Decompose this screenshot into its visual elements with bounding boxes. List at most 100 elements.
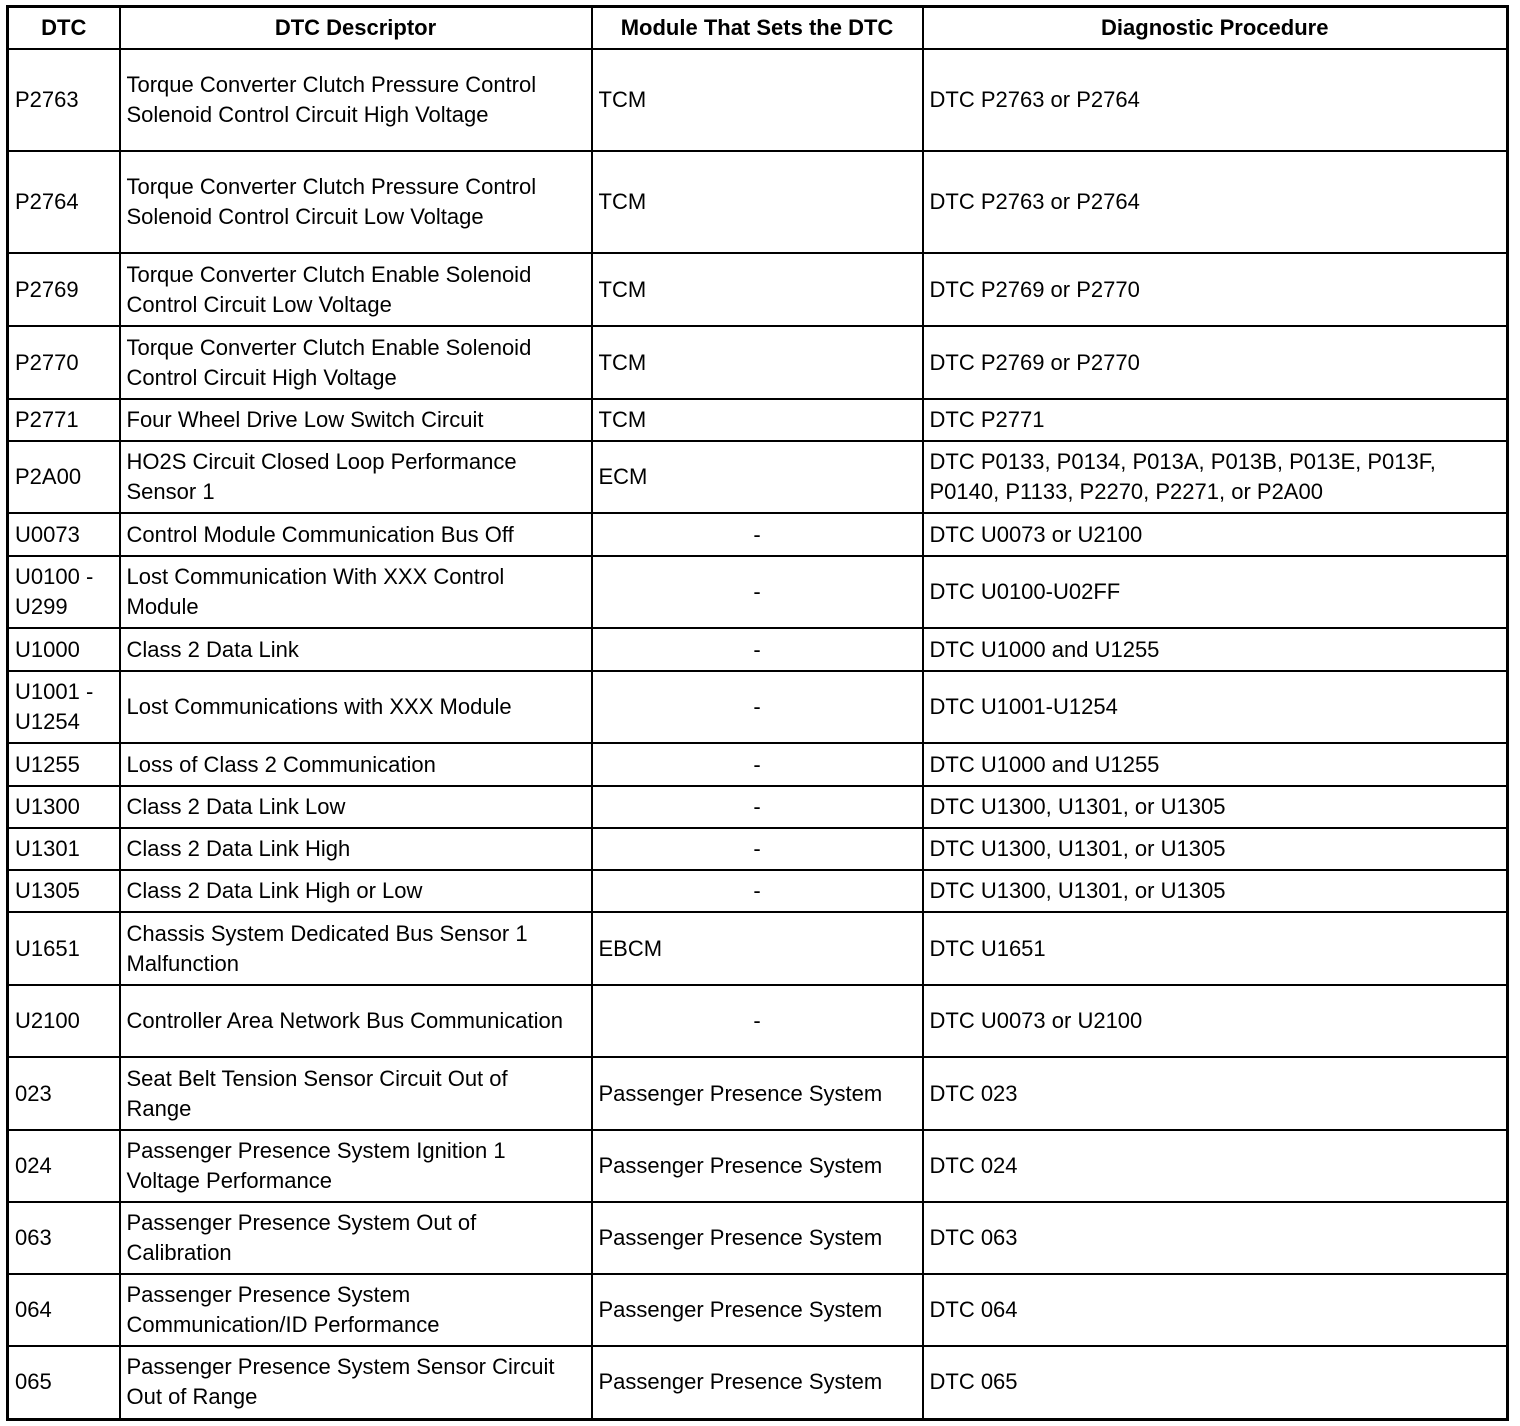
procedure-cell: DTC P2771: [921, 398, 1509, 442]
procedure-cell: DTC P2769 or P2770: [921, 252, 1509, 327]
procedure-cell: DTC P0133, P0134, P013A, P013B, P013E, P…: [921, 440, 1509, 514]
table-row: U2100 Controller Area Network Bus Communi…: [6, 984, 1509, 1058]
module-cell: -: [590, 785, 924, 829]
table-row: 064 Passenger Presence System Communicati…: [6, 1273, 1509, 1347]
dtc-cell: U2100: [6, 984, 121, 1058]
descriptor-cell: Four Wheel Drive Low Switch Circuit: [118, 398, 593, 442]
descriptor-cell: Chassis System Dedicated Bus Sensor 1 Ma…: [118, 911, 593, 986]
header-procedure: Diagnostic Procedure: [921, 5, 1509, 50]
descriptor-cell: Class 2 Data Link: [118, 627, 593, 672]
module-cell: ECM: [590, 440, 924, 514]
dtc-cell: U1651: [6, 911, 121, 986]
procedure-cell: DTC U1651: [921, 911, 1509, 986]
procedure-cell: DTC 024: [921, 1129, 1509, 1203]
procedure-cell: DTC 065: [921, 1345, 1509, 1420]
descriptor-cell: Class 2 Data Link Low: [118, 785, 593, 829]
descriptor-cell: Passenger Presence System Sensor Circuit…: [118, 1345, 593, 1420]
dtc-cell: 024: [6, 1129, 121, 1203]
module-cell: EBCM: [590, 911, 924, 986]
descriptor-cell: Passenger Presence System Ignition 1 Vol…: [118, 1129, 593, 1203]
table-row: P2769 Torque Converter Clutch Enable Sole…: [6, 252, 1509, 327]
procedure-cell: DTC U1001-U1254: [921, 670, 1509, 744]
dtc-cell: U1305: [6, 869, 121, 913]
table-header-row: DTC DTC Descriptor Module That Sets the …: [6, 5, 1509, 50]
descriptor-cell: Torque Converter Clutch Pressure Control…: [118, 48, 593, 152]
dtc-cell: P2771: [6, 398, 121, 442]
module-cell: Passenger Presence System: [590, 1129, 924, 1203]
table-row: 023 Seat Belt Tension Sensor Circuit Out …: [6, 1056, 1509, 1131]
descriptor-cell: Torque Converter Clutch Enable Solenoid …: [118, 325, 593, 400]
descriptor-cell: HO2S Circuit Closed Loop Performance Sen…: [118, 440, 593, 514]
module-cell: TCM: [590, 325, 924, 400]
module-cell: -: [590, 555, 924, 629]
module-cell: Passenger Presence System: [590, 1056, 924, 1131]
module-cell: TCM: [590, 398, 924, 442]
dtc-cell: P2769: [6, 252, 121, 327]
dtc-cell: P2763: [6, 48, 121, 152]
descriptor-cell: Passenger Presence System Communication/…: [118, 1273, 593, 1347]
table-row: P2771 Four Wheel Drive Low Switch Circuit…: [6, 398, 1509, 442]
table-row: U0100 - U299 Lost Communication With XXX …: [6, 555, 1509, 629]
module-cell: TCM: [590, 252, 924, 327]
module-cell: -: [590, 627, 924, 672]
descriptor-cell: Control Module Communication Bus Off: [118, 512, 593, 557]
dtc-cell: U1000: [6, 627, 121, 672]
procedure-cell: DTC P2763 or P2764: [921, 150, 1509, 254]
dtc-cell: U0100 - U299: [6, 555, 121, 629]
procedure-cell: DTC P2763 or P2764: [921, 48, 1509, 152]
table-row: U1301 Class 2 Data Link High - DTC U1300, U…: [6, 827, 1509, 871]
procedure-cell: DTC U1300, U1301, or U1305: [921, 869, 1509, 913]
table-row: 065 Passenger Presence System Sensor Circ…: [6, 1345, 1509, 1420]
dtc-cell: 064: [6, 1273, 121, 1347]
descriptor-cell: Lost Communication With XXX Control Modu…: [118, 555, 593, 629]
dtc-cell: P2A00: [6, 440, 121, 514]
dtc-cell: U1001 - U1254: [6, 670, 121, 744]
table-row: U1255 Loss of Class 2 Communication - DTC U…: [6, 742, 1509, 787]
descriptor-cell: Seat Belt Tension Sensor Circuit Out of …: [118, 1056, 593, 1131]
table-row: U1651 Chassis System Dedicated Bus Sensor…: [6, 911, 1509, 986]
table-row: 063 Passenger Presence System Out of Cali…: [6, 1201, 1509, 1275]
dtc-cell: 023: [6, 1056, 121, 1131]
table-row: U0073 Control Module Communication Bus Of…: [6, 512, 1509, 557]
procedure-cell: DTC P2769 or P2770: [921, 325, 1509, 400]
descriptor-cell: Class 2 Data Link High or Low: [118, 869, 593, 913]
table-row: U1300 Class 2 Data Link Low - DTC U1300, U1…: [6, 785, 1509, 829]
module-cell: TCM: [590, 48, 924, 152]
module-cell: Passenger Presence System: [590, 1201, 924, 1275]
procedure-cell: DTC 064: [921, 1273, 1509, 1347]
table-row: P2A00 HO2S Circuit Closed Loop Performanc…: [6, 440, 1509, 514]
table-row: P2770 Torque Converter Clutch Enable Sole…: [6, 325, 1509, 400]
dtc-cell: U0073: [6, 512, 121, 557]
procedure-cell: DTC U1000 and U1255: [921, 627, 1509, 672]
procedure-cell: DTC U0100-U02FF: [921, 555, 1509, 629]
module-cell: -: [590, 512, 924, 557]
procedure-cell: DTC 023: [921, 1056, 1509, 1131]
procedure-cell: DTC U1300, U1301, or U1305: [921, 785, 1509, 829]
table-row: U1001 - U1254 Lost Communications with XX…: [6, 670, 1509, 744]
module-cell: -: [590, 984, 924, 1058]
dtc-table: DTC DTC Descriptor Module That Sets the …: [6, 5, 1509, 1421]
table-row: U1305 Class 2 Data Link High or Low - DTC U…: [6, 869, 1509, 913]
header-descriptor: DTC Descriptor: [118, 5, 593, 50]
module-cell: Passenger Presence System: [590, 1345, 924, 1420]
dtc-cell: U1300: [6, 785, 121, 829]
descriptor-cell: Torque Converter Clutch Enable Solenoid …: [118, 252, 593, 327]
module-cell: -: [590, 827, 924, 871]
module-cell: Passenger Presence System: [590, 1273, 924, 1347]
dtc-cell: 065: [6, 1345, 121, 1420]
descriptor-cell: Passenger Presence System Out of Calibra…: [118, 1201, 593, 1275]
module-cell: TCM: [590, 150, 924, 254]
table-row: P2763 Torque Converter Clutch Pressure Co…: [6, 48, 1509, 152]
module-cell: -: [590, 869, 924, 913]
descriptor-cell: Torque Converter Clutch Pressure Control…: [118, 150, 593, 254]
dtc-cell: U1255: [6, 742, 121, 787]
dtc-cell: 063: [6, 1201, 121, 1275]
descriptor-cell: Lost Communications with XXX Module: [118, 670, 593, 744]
descriptor-cell: Class 2 Data Link High: [118, 827, 593, 871]
table-row: P2764 Torque Converter Clutch Pressure Co…: [6, 150, 1509, 254]
dtc-cell: U1301: [6, 827, 121, 871]
table-row: U1000 Class 2 Data Link - DTC U1000 and U12…: [6, 627, 1509, 672]
table-row: 024 Passenger Presence System Ignition 1 …: [6, 1129, 1509, 1203]
procedure-cell: DTC 063: [921, 1201, 1509, 1275]
procedure-cell: DTC U1300, U1301, or U1305: [921, 827, 1509, 871]
